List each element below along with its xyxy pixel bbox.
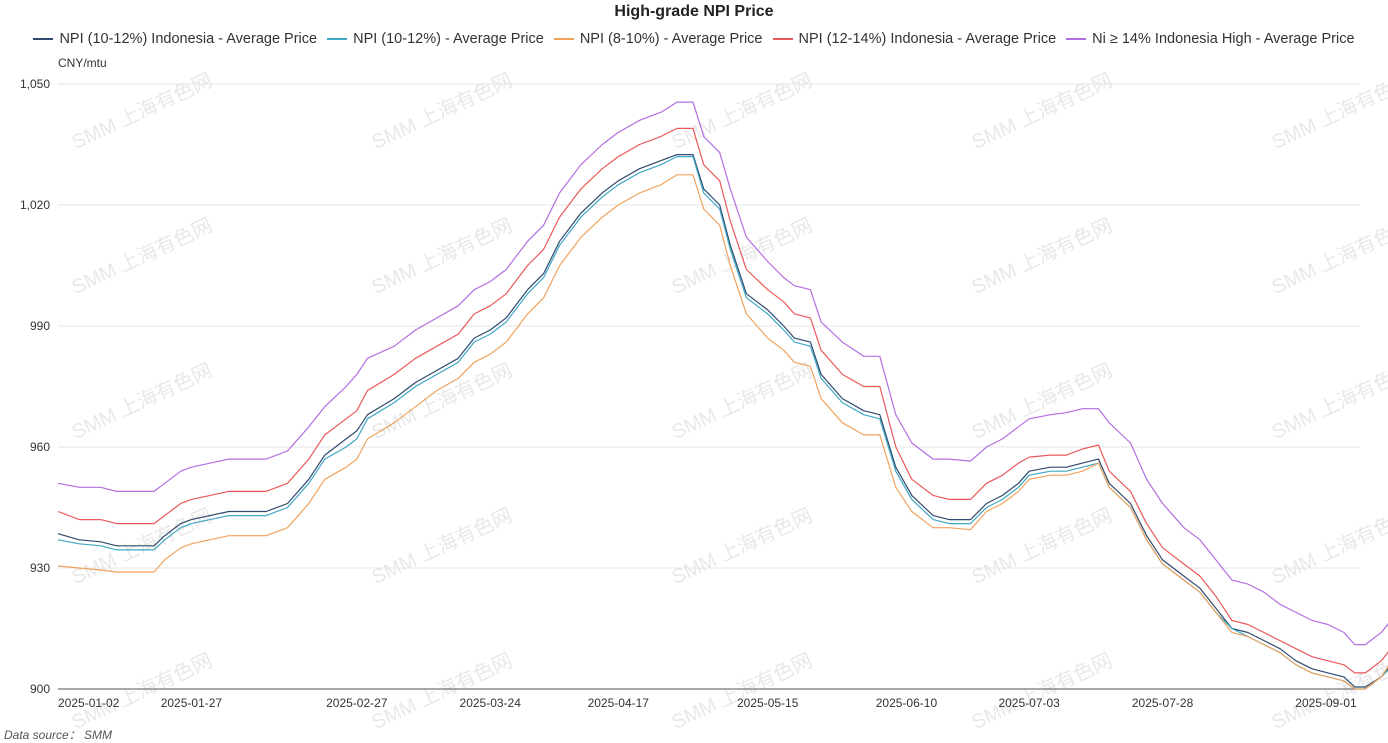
y-tick-label: 960 [30, 440, 50, 454]
y-tick-label: 1,020 [20, 198, 50, 212]
x-tick-label: 2025-04-17 [588, 696, 650, 710]
x-tick-label: 2025-09-01 [1295, 696, 1357, 710]
y-tick-label: 990 [30, 319, 50, 333]
legend-swatch [1066, 38, 1087, 40]
x-tick-label: 2025-01-02 [58, 696, 120, 710]
legend: NPI (10-12%) Indonesia - Average Price NP… [0, 31, 1388, 47]
x-tick-label: 2025-07-28 [1132, 696, 1194, 710]
x-tick-label: 2025-06-10 [876, 696, 938, 710]
legend-swatch [33, 38, 54, 40]
data-source-label: Data source： SMM [4, 728, 113, 742]
y-axis-unit-label: CNY/mtu [58, 56, 107, 70]
chart-title: High-grade NPI Price [614, 3, 774, 20]
x-tick-label: 2025-05-15 [737, 696, 799, 710]
legend-swatch [772, 38, 793, 40]
legend-label: Ni ≥ 14% Indonesia High - Average Price [1092, 31, 1355, 47]
series-line-1 [57, 154, 1388, 688]
x-tick-label: 2025-01-27 [161, 696, 223, 710]
legend-item-3[interactable]: NPI (8-10%) - Average Price [553, 31, 763, 47]
y-tick-label: 930 [30, 561, 50, 575]
legend-label: NPI (8-10%) - Average Price [579, 31, 763, 47]
legend-item-2[interactable]: NPI (10-12%) - Average Price [327, 31, 544, 47]
series-line-4 [57, 127, 1388, 674]
series-line-3 [57, 174, 1388, 690]
y-tick-label: 1,050 [20, 77, 50, 91]
legend-item-4[interactable]: NPI (12-14%) Indonesia - Average Price [772, 31, 1057, 47]
legend-label: NPI (10-12%) Indonesia - Average Price [59, 31, 318, 47]
legend-item-5[interactable]: Ni ≥ 14% Indonesia High - Average Price [1066, 31, 1355, 47]
x-tick-label: 2025-02-27 [326, 696, 388, 710]
legend-item-1[interactable]: NPI (10-12%) Indonesia - Average Price [33, 31, 317, 47]
legend-swatch [553, 38, 574, 40]
y-tick-label: 900 [30, 682, 50, 696]
x-tick-label: 2025-07-03 [998, 696, 1060, 710]
legend-label: NPI (12-14%) Indonesia - Average Price [798, 31, 1057, 47]
x-tick-label: 2025-03-24 [460, 696, 522, 710]
legend-swatch [327, 38, 348, 40]
series-line-5 [57, 101, 1388, 646]
legend-label: NPI (10-12%) - Average Price [353, 31, 544, 47]
